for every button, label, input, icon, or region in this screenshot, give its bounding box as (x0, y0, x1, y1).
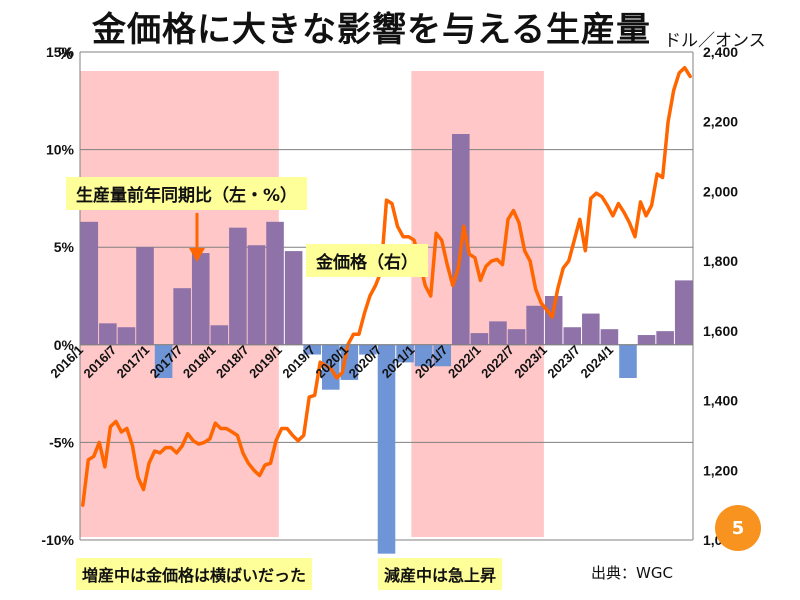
production-bar (99, 323, 117, 345)
increase-period-note: 増産中は金価格は横ばいだった (76, 558, 313, 590)
production-bar (563, 327, 582, 345)
gold-price-line (81, 65, 692, 507)
left-tick-label: 5% (54, 239, 75, 255)
production-bars (80, 133, 693, 554)
right-tick-label: 1,600 (703, 323, 738, 339)
decrease-period-note: 減産中は急上昇 (378, 558, 503, 590)
page-title: 金価格に大きな影響を与える生産量 (92, 10, 651, 50)
production-bar (117, 327, 136, 345)
production-bar (136, 247, 154, 345)
left-tick-label: -5% (49, 434, 74, 450)
right-tick-label: 1,800 (703, 253, 738, 269)
production-bar (229, 227, 247, 345)
production-bar (284, 251, 303, 345)
left-axis-unit: % (58, 44, 73, 63)
production-bar (526, 305, 544, 345)
callout-arrow-head (189, 248, 205, 262)
production-bar (656, 331, 674, 345)
production-series-label: 生産量前年同期比（左・%） (66, 177, 308, 210)
shaded-period (411, 71, 544, 537)
left-tick-label: -10% (41, 532, 74, 548)
production-bar (619, 344, 637, 378)
x-tick-label: 2019/7 (279, 342, 318, 381)
right-tick-label: 1,400 (703, 393, 738, 409)
production-bar (266, 221, 284, 345)
price-series-label: 金価格（右） (306, 244, 428, 277)
production-bar (637, 335, 656, 345)
production-bar (154, 344, 173, 378)
production-bar (544, 296, 563, 345)
right-tick-label: 2,400 (703, 44, 738, 60)
production-bar (674, 280, 693, 345)
right-axis-unit: ドル／オンス (664, 31, 766, 51)
production-bar (80, 221, 99, 345)
x-tick-label: 2023/7 (544, 342, 583, 381)
production-bar (173, 288, 191, 345)
production-bar (303, 344, 321, 355)
production-bar (191, 253, 210, 345)
production-bar (600, 329, 619, 345)
source-text: 出典：WGC (591, 564, 673, 582)
production-bar (582, 313, 600, 345)
production-bar (247, 245, 266, 345)
left-tick-label: 0% (54, 337, 75, 353)
production-bar (396, 344, 414, 363)
right-tick-label: 2,000 (703, 183, 738, 199)
page-number-badge: 5 (715, 505, 761, 551)
production-bar (359, 344, 377, 355)
production-bar (377, 344, 396, 554)
production-bar (414, 344, 433, 367)
production-bar (507, 329, 526, 345)
left-tick-label: 10% (46, 142, 75, 158)
production-bar (489, 321, 507, 345)
left-tick-label: 15% (46, 44, 75, 60)
gold-price-path (81, 65, 692, 507)
production-bar (210, 325, 229, 345)
production-bar (433, 344, 452, 367)
right-tick-label: 2,200 (703, 114, 738, 130)
x-tick-label: 2024/1 (578, 342, 617, 381)
right-tick-label: 1,200 (703, 462, 738, 478)
production-bar (470, 333, 489, 345)
